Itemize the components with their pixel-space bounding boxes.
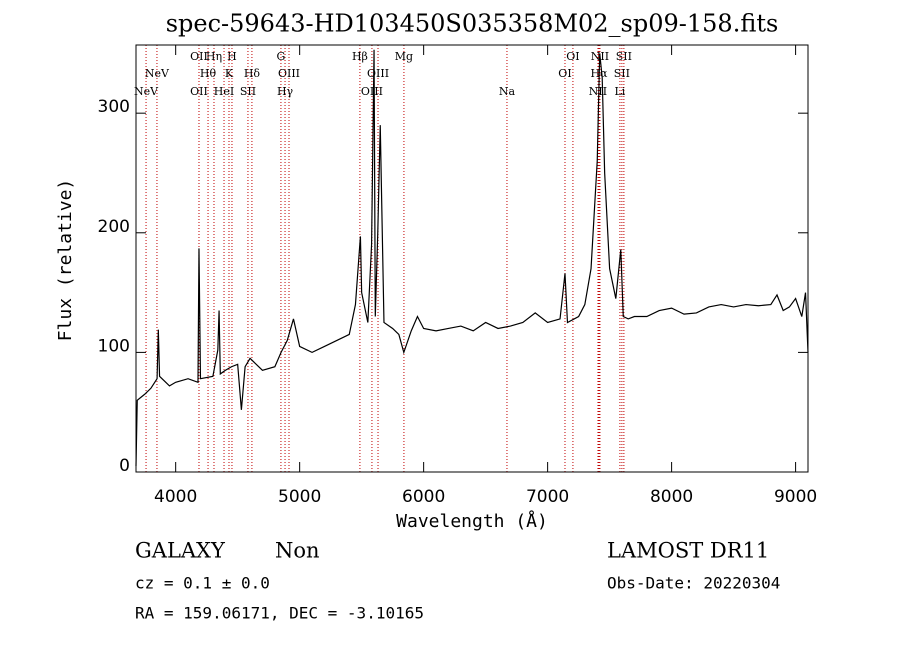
emission-line-label: NII xyxy=(589,85,607,98)
emission-line-label: OIII xyxy=(361,85,383,98)
x-tick-label: 9000 xyxy=(774,487,817,507)
x-tick-label: 8000 xyxy=(650,487,693,507)
emission-line-label: OIII xyxy=(278,67,300,80)
x-axis-label: Wavelength (Å) xyxy=(396,510,548,532)
emission-line-label: Na xyxy=(499,85,516,98)
y-axis-label: Flux (relative) xyxy=(55,179,76,342)
coordinates: RA = 159.06171, DEC = -3.10165 xyxy=(135,604,424,623)
emission-line-label: OII xyxy=(190,50,208,63)
emission-line-label: OI xyxy=(566,50,579,63)
y-tick-label: 100 xyxy=(98,336,130,356)
emission-line-label: Hθ xyxy=(200,67,217,80)
x-tick-label: 4000 xyxy=(154,487,197,507)
emission-line-label: SII xyxy=(240,85,256,98)
redshift: cz = 0.1 ± 0.0 xyxy=(135,574,270,593)
emission-line-label: G xyxy=(277,50,286,63)
emission-line-label: Hγ xyxy=(277,85,294,98)
emission-line-label: OII xyxy=(190,85,208,98)
plot-frame xyxy=(135,44,809,473)
emission-line-label: OI xyxy=(558,67,571,80)
x-tick-label: 6000 xyxy=(402,487,445,507)
emission-line-label: SII xyxy=(616,50,632,63)
object-class: GALAXY xyxy=(135,539,226,563)
emission-line-label: H xyxy=(227,50,237,63)
emission-line-label: Mg xyxy=(395,50,413,63)
emission-line-label: NeV xyxy=(134,85,159,98)
emission-line-label: SII xyxy=(614,67,630,80)
emission-line-label: Hδ xyxy=(244,67,261,80)
y-tick-label: 0 xyxy=(119,456,130,476)
survey: LAMOST DR11 xyxy=(607,539,769,563)
object-subclass: Non xyxy=(275,539,320,563)
emission-line-label: Li xyxy=(615,85,626,98)
emission-line-label: Hη xyxy=(206,50,222,63)
x-tick-label: 5000 xyxy=(278,487,321,507)
emission-line-label: Hβ xyxy=(352,50,368,63)
emission-line-label: NeV xyxy=(145,67,170,80)
spectrum-line xyxy=(135,49,809,467)
emission-line-label: HeI xyxy=(214,85,234,98)
x-tick-label: 7000 xyxy=(526,487,569,507)
y-tick-label: 200 xyxy=(98,217,130,237)
chart-title: spec-59643-HD103450S035358M02_sp09-158.f… xyxy=(166,10,779,38)
emission-line-label: K xyxy=(225,67,234,80)
emission-line-label: OIII xyxy=(367,67,389,80)
obs-date: Obs-Date: 20220304 xyxy=(607,574,780,593)
y-tick-label: 300 xyxy=(98,97,130,117)
